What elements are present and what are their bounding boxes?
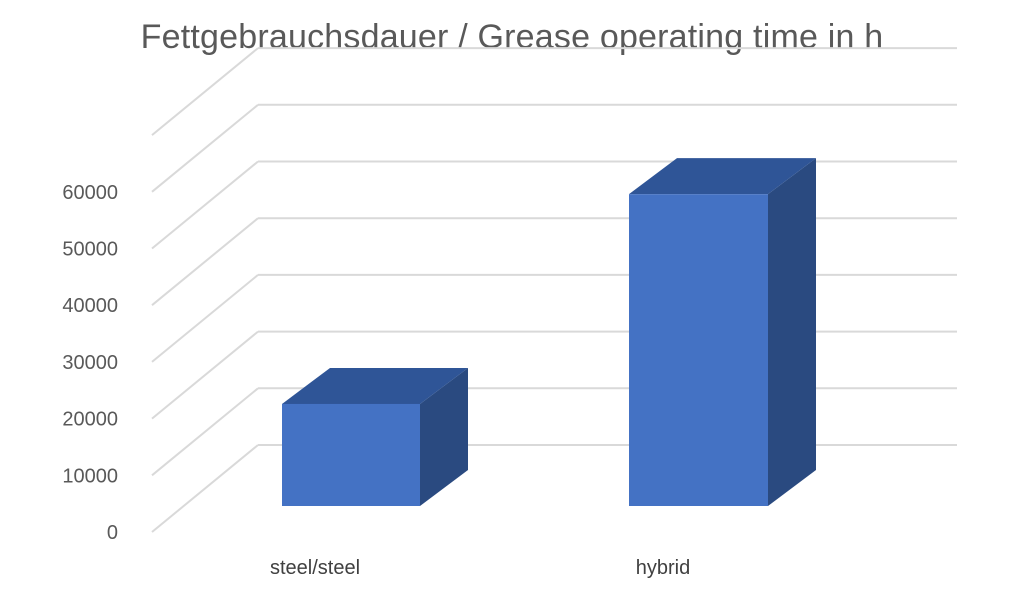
gridline-diagonal (151, 217, 259, 306)
y-tick-label: 20000 (62, 409, 118, 431)
y-tick-label: 40000 (62, 295, 118, 317)
bar-hybrid (629, 158, 816, 506)
bar-front-face (629, 194, 768, 506)
y-tick-label: 30000 (62, 352, 118, 374)
bar-steel-steel (282, 367, 468, 506)
gridline-diagonal (151, 274, 259, 363)
bar-top-face (282, 367, 468, 404)
y-tick-label: 60000 (62, 182, 118, 204)
bar-top-face (629, 158, 816, 195)
y-tick-label: 50000 (62, 239, 118, 261)
y-axis-ticks: 0 10000 20000 30000 40000 50000 60000 (62, 182, 118, 544)
x-axis-categories: steel/steel hybrid (270, 557, 690, 579)
bar-front-face (282, 403, 420, 506)
x-category-label: steel/steel (270, 557, 360, 579)
y-tick-label: 0 (107, 522, 118, 544)
gridline-diagonal (151, 104, 259, 193)
x-category-label: hybrid (636, 557, 690, 579)
gridlines (151, 47, 957, 533)
chart-title: Fettgebrauchsdauer / Grease operating ti… (140, 18, 884, 56)
bar-side-face (768, 158, 816, 506)
gridline-diagonal (151, 444, 259, 533)
gridline-diagonal (151, 330, 259, 420)
gridline-diagonal (151, 160, 259, 250)
y-tick-label: 10000 (62, 465, 118, 487)
gridline-diagonal (151, 47, 259, 136)
bars (282, 158, 816, 506)
gridline-diagonal (151, 387, 259, 477)
bar-side-face (420, 367, 468, 506)
